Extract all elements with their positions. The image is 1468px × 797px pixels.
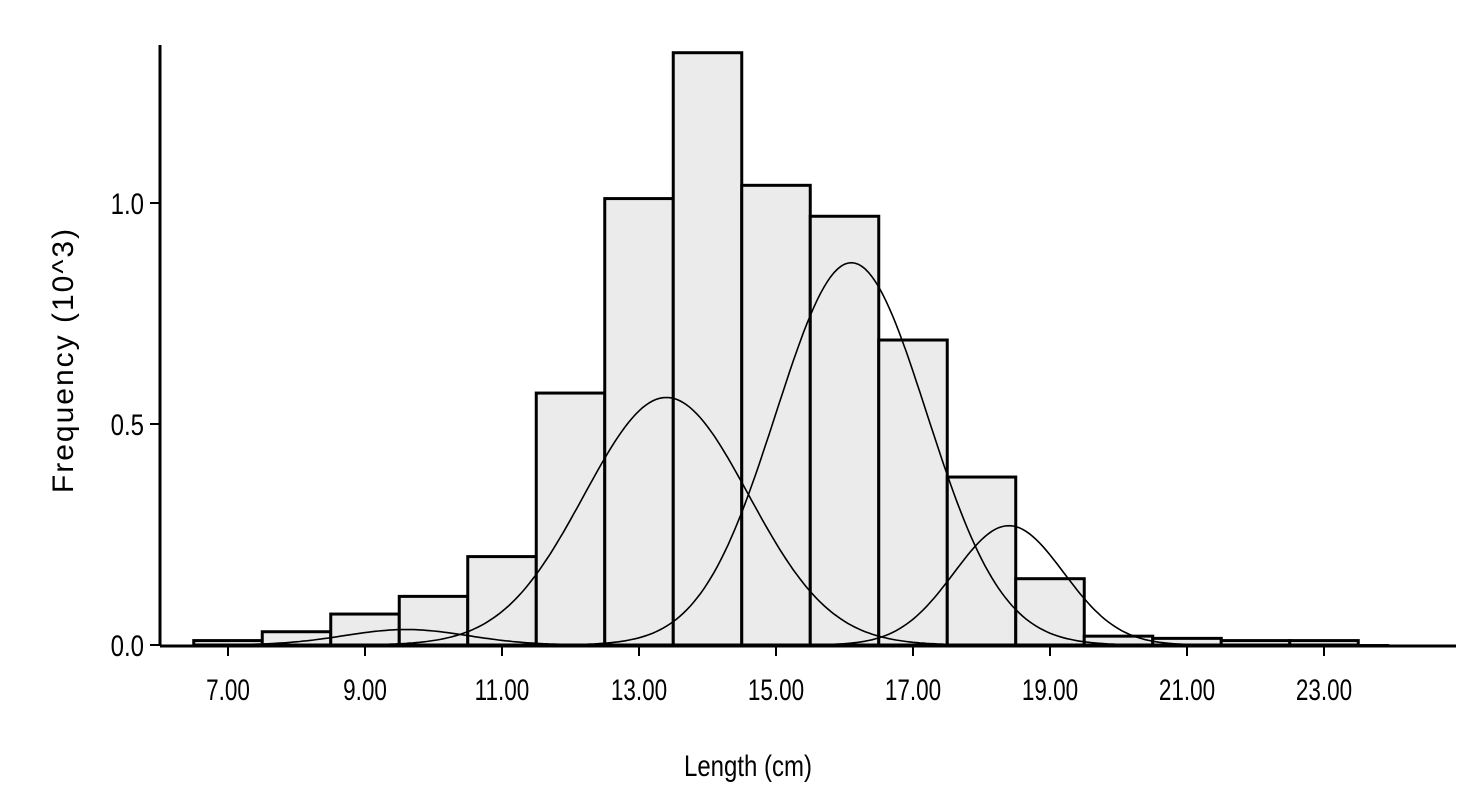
histogram-bar [671, 51, 744, 647]
bars [192, 51, 1360, 647]
x-ticks: 7.00 9.00 11.00 13.00 15.00 17.00 19.00 21.00 23… [206, 646, 1352, 707]
x-axis-label: Length (cm) [684, 748, 812, 782]
histogram-bar [808, 214, 881, 647]
x-tick-label: 23.00 [1296, 673, 1352, 707]
x-tick-label: 13.00 [611, 673, 667, 707]
histogram-bar [603, 197, 675, 647]
histogram-bar [466, 555, 538, 647]
x-tick-label: 7.00 [206, 673, 250, 707]
y-tick-label: 0.5 [111, 407, 144, 441]
x-tick-label: 19.00 [1022, 673, 1078, 707]
histogram-bar [397, 594, 470, 647]
histogram-bar [1014, 577, 1086, 647]
x-tick-label: 17.00 [885, 673, 941, 707]
x-tick-label: 11.00 [475, 673, 530, 707]
histogram-bar [877, 338, 949, 647]
y-axis-label: Frequency (10^3) [47, 227, 80, 493]
y-ticks: 0.0 0.5 1.0 [111, 186, 160, 663]
y-tick-label: 1.0 [111, 186, 144, 220]
x-tick-label: 9.00 [343, 673, 387, 707]
x-tick-label: 15.00 [748, 673, 804, 707]
x-tick-label: 21.00 [1159, 673, 1215, 707]
y-tick-label: 0.0 [111, 628, 144, 662]
